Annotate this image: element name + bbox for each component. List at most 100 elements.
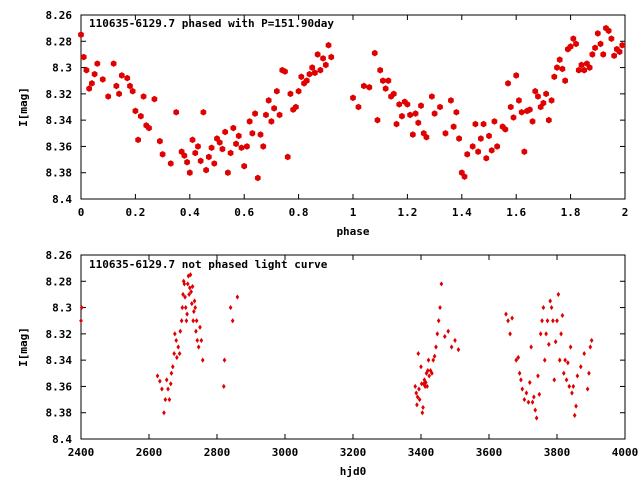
data-point bbox=[544, 331, 548, 337]
data-point bbox=[182, 281, 187, 287]
data-point bbox=[533, 407, 538, 413]
y-tick-label: 8.28 bbox=[46, 35, 73, 48]
data-point bbox=[554, 64, 560, 71]
data-point bbox=[536, 373, 540, 379]
data-point bbox=[162, 410, 166, 416]
data-point bbox=[532, 87, 539, 95]
data-point bbox=[514, 357, 519, 363]
data-point bbox=[380, 77, 386, 85]
data-point bbox=[192, 149, 199, 157]
y-tick-label: 8.36 bbox=[46, 380, 73, 393]
x-tick-label: 0.4 bbox=[180, 206, 200, 219]
data-point bbox=[205, 153, 212, 161]
data-point bbox=[181, 152, 188, 159]
x-tick-label: 3800 bbox=[544, 446, 571, 459]
data-point bbox=[619, 41, 626, 49]
data-point bbox=[557, 357, 562, 363]
data-point bbox=[129, 87, 136, 95]
data-point bbox=[438, 304, 442, 311]
data-point bbox=[371, 49, 378, 57]
data-point bbox=[192, 308, 196, 315]
data-point bbox=[464, 151, 471, 158]
data-point bbox=[173, 108, 180, 116]
data-point bbox=[320, 55, 326, 62]
data-point bbox=[422, 377, 427, 383]
data-point bbox=[567, 43, 574, 50]
data-point bbox=[175, 354, 179, 361]
data-point bbox=[522, 396, 527, 403]
data-point bbox=[562, 77, 569, 85]
y-tick-label: 8.32 bbox=[46, 88, 73, 101]
data-point bbox=[127, 82, 133, 90]
x-tick-label: 0 bbox=[78, 206, 85, 219]
data-point bbox=[295, 87, 302, 95]
data-point bbox=[187, 291, 191, 298]
data-point bbox=[520, 386, 525, 392]
data-point bbox=[568, 344, 573, 350]
data-point bbox=[146, 124, 152, 132]
data-point bbox=[178, 328, 183, 334]
data-point bbox=[235, 132, 242, 140]
data-point bbox=[219, 145, 226, 153]
data-point bbox=[314, 51, 321, 58]
data-point bbox=[423, 379, 428, 386]
data-point bbox=[374, 116, 381, 124]
data-point bbox=[172, 350, 176, 357]
data-point bbox=[183, 304, 188, 311]
data-point bbox=[158, 378, 162, 384]
data-point bbox=[257, 131, 264, 138]
data-point bbox=[439, 281, 444, 287]
data-point bbox=[587, 370, 591, 376]
data-point bbox=[118, 72, 125, 79]
data-point bbox=[366, 83, 373, 91]
data-point bbox=[510, 114, 517, 121]
x-tick-label: 2800 bbox=[204, 446, 231, 459]
data-point bbox=[244, 143, 250, 150]
data-point bbox=[317, 66, 324, 74]
x-tick-label: 4000 bbox=[612, 446, 639, 459]
x-tick-label: 3400 bbox=[408, 446, 435, 459]
data-point bbox=[561, 370, 566, 376]
data-point bbox=[575, 373, 580, 379]
y-axis-label: I[mag] bbox=[17, 327, 30, 367]
data-point bbox=[282, 68, 288, 75]
data-point bbox=[194, 328, 198, 334]
data-point bbox=[309, 64, 316, 71]
data-point bbox=[176, 344, 181, 350]
data-point bbox=[469, 143, 476, 150]
data-point bbox=[322, 61, 329, 69]
data-point bbox=[183, 294, 187, 300]
data-point bbox=[526, 399, 531, 405]
data-point bbox=[113, 82, 120, 90]
data-point bbox=[271, 105, 277, 112]
data-point bbox=[589, 51, 596, 58]
data-point bbox=[110, 60, 117, 67]
data-point bbox=[193, 304, 198, 311]
y-tick-label: 8.38 bbox=[46, 407, 73, 420]
data-point bbox=[385, 77, 392, 85]
data-point bbox=[586, 64, 593, 71]
data-point bbox=[265, 97, 272, 104]
data-point bbox=[543, 90, 549, 98]
x-tick-label: 3600 bbox=[476, 446, 503, 459]
data-point bbox=[432, 353, 437, 359]
data-point bbox=[184, 158, 190, 166]
data-point bbox=[556, 291, 561, 298]
data-point bbox=[510, 315, 514, 321]
data-point bbox=[399, 112, 405, 120]
data-point bbox=[200, 357, 205, 363]
data-point bbox=[169, 370, 174, 376]
data-point bbox=[195, 143, 201, 150]
data-point bbox=[540, 318, 544, 324]
unphased-light-curve-panel: 2400 2600 2800 3000 3200 3400 3600 3800 4000 8.26… bbox=[17, 249, 638, 478]
data-point bbox=[600, 51, 607, 58]
data-point bbox=[535, 93, 541, 100]
plot-frame bbox=[80, 254, 626, 440]
data-point bbox=[421, 404, 425, 411]
data-point bbox=[186, 169, 193, 177]
data-point bbox=[417, 386, 421, 392]
data-point bbox=[537, 391, 542, 397]
data-point bbox=[170, 364, 175, 370]
data-point bbox=[427, 373, 431, 379]
data-point bbox=[425, 383, 429, 390]
